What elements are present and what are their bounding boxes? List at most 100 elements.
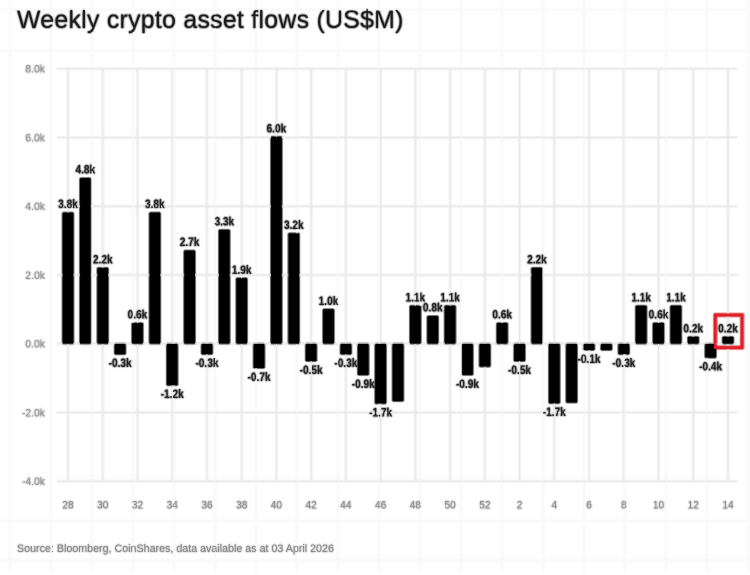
svg-text:-0.9k: -0.9k [351,378,374,391]
svg-text:28: 28 [62,499,73,511]
svg-text:-0.3k: -0.3k [612,357,635,370]
svg-text:14: 14 [722,501,733,513]
svg-text:30: 30 [97,500,108,512]
svg-text:8.0k: 8.0k [25,64,45,76]
svg-text:2.2k: 2.2k [94,253,114,266]
svg-text:48: 48 [409,500,420,512]
svg-text:3.8k: 3.8k [145,198,165,211]
svg-text:4.0k: 4.0k [26,201,46,213]
svg-text:30: 30 [97,499,108,511]
svg-text:-0.4k: -0.4k [699,359,722,372]
svg-text:-4.0k: -4.0k [22,477,46,489]
svg-text:50: 50 [444,500,455,512]
svg-text:52: 52 [480,500,491,512]
svg-text:-0.7k: -0.7k [246,371,269,384]
svg-text:2: 2 [518,500,524,512]
svg-text:4: 4 [552,500,558,512]
svg-text:10: 10 [653,500,664,512]
svg-text:4: 4 [552,499,558,511]
svg-text:2.0k: 2.0k [25,268,45,280]
svg-text:3.8k: 3.8k [144,199,164,212]
svg-text:1.1k: 1.1k [665,292,685,305]
svg-text:44: 44 [340,499,351,511]
svg-text:6.0k: 6.0k [25,132,45,144]
svg-text:46: 46 [375,500,386,512]
svg-text:-0.3k: -0.3k [107,357,130,370]
svg-text:1.1k: 1.1k [406,291,426,304]
svg-text:1.1k: 1.1k [664,291,684,304]
svg-text:1.0k: 1.0k [319,296,339,309]
svg-text:0.0k: 0.0k [25,339,45,351]
svg-text:-0.7k: -0.7k [248,369,271,382]
svg-text:3.8k: 3.8k [143,198,163,211]
svg-text:42: 42 [306,500,317,512]
svg-text:10: 10 [654,500,665,512]
svg-text:12: 12 [688,499,699,511]
svg-text:48: 48 [410,500,421,512]
svg-text:6: 6 [585,499,591,511]
svg-text:6.0k: 6.0k [25,131,45,143]
svg-text:8: 8 [620,500,626,512]
svg-text:4.8k: 4.8k [74,164,94,177]
svg-text:36: 36 [201,501,212,513]
svg-text:38: 38 [236,500,247,512]
svg-text:6.0k: 6.0k [25,132,45,144]
svg-text:0.6k: 0.6k [648,309,668,322]
svg-text:2.2k: 2.2k [94,254,114,267]
svg-text:14: 14 [721,500,732,512]
svg-text:-0.3k: -0.3k [335,356,358,369]
svg-text:6.0k: 6.0k [25,132,45,144]
svg-text:-1.2k: -1.2k [161,388,184,401]
svg-text:-0.9k: -0.9k [352,377,375,390]
svg-text:14: 14 [722,499,733,511]
svg-text:-0.3k: -0.3k [334,358,357,371]
svg-text:14: 14 [723,500,734,512]
svg-text:-0.7k: -0.7k [249,371,272,384]
svg-text:50: 50 [445,499,456,511]
svg-text:6: 6 [585,500,591,512]
svg-text:3.3k: 3.3k [214,215,234,228]
svg-text:-0.5k: -0.5k [299,364,322,377]
svg-text:28: 28 [62,500,73,512]
svg-text:-2.0k: -2.0k [24,407,48,419]
svg-text:34: 34 [167,499,178,511]
svg-text:42: 42 [306,500,317,512]
svg-text:2: 2 [517,499,523,511]
svg-text:0.2k: 0.2k [684,322,704,335]
svg-text:52: 52 [479,500,490,512]
svg-text:0.0k: 0.0k [25,338,45,350]
svg-text:46: 46 [375,498,386,510]
svg-text:6: 6 [586,499,592,511]
svg-text:32: 32 [130,500,141,512]
svg-text:2.0k: 2.0k [25,269,45,281]
svg-text:8: 8 [620,500,626,512]
svg-text:52: 52 [480,499,491,511]
svg-text:34: 34 [166,499,177,511]
svg-text:50: 50 [444,499,455,511]
svg-text:1.1k: 1.1k [442,291,462,304]
svg-text:0.2k: 0.2k [717,322,737,335]
svg-text:44: 44 [340,499,351,511]
svg-text:52: 52 [478,500,489,512]
svg-text:34: 34 [165,500,176,512]
svg-text:2.7k: 2.7k [179,237,199,250]
svg-text:-4.0k: -4.0k [23,475,47,487]
svg-text:1.1k: 1.1k [666,291,686,304]
svg-text:8: 8 [619,500,625,512]
svg-text:38: 38 [237,500,248,512]
svg-text:38: 38 [236,500,247,512]
svg-text:2.0k: 2.0k [25,270,45,282]
svg-text:6.0k: 6.0k [266,122,286,135]
svg-text:-0.4k: -0.4k [699,360,722,373]
svg-text:3.8k: 3.8k [59,199,79,212]
svg-text:-0.3k: -0.3k [109,355,132,368]
svg-text:-4.0k: -4.0k [21,475,45,487]
svg-text:1.0k: 1.0k [320,295,340,308]
svg-text:36: 36 [202,500,213,512]
svg-text:3.8k: 3.8k [60,198,80,211]
svg-text:30: 30 [98,500,109,512]
svg-text:0.0k: 0.0k [25,340,45,352]
svg-text:8.0k: 8.0k [26,63,46,75]
svg-text:3.2k: 3.2k [285,220,305,233]
svg-text:4: 4 [551,500,557,512]
